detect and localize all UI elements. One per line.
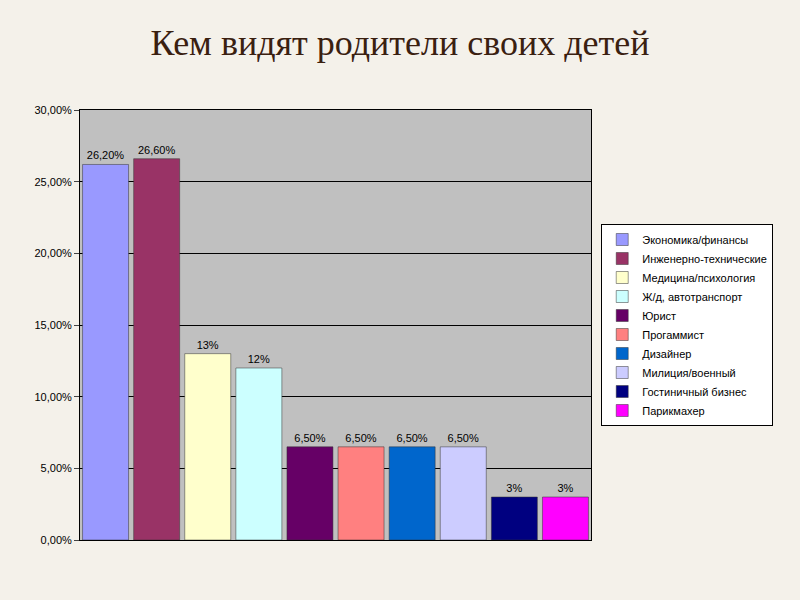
svg-text:5,00%: 5,00% xyxy=(41,462,72,474)
svg-text:Медицина/психология: Медицина/психология xyxy=(642,272,755,284)
svg-text:13%: 13% xyxy=(197,339,219,351)
svg-text:30,00%: 30,00% xyxy=(34,104,72,116)
svg-text:Парикмахер: Парикмахер xyxy=(642,405,704,417)
svg-text:25,00%: 25,00% xyxy=(34,176,72,188)
svg-text:Юрист: Юрист xyxy=(642,310,676,322)
svg-text:Дизайнер: Дизайнер xyxy=(642,348,691,360)
svg-text:6,50%: 6,50% xyxy=(345,432,376,444)
svg-text:20,00%: 20,00% xyxy=(34,247,72,259)
svg-text:10,00%: 10,00% xyxy=(34,391,72,403)
svg-text:3%: 3% xyxy=(557,482,573,494)
svg-text:Инженерно-технические: Инженерно-технические xyxy=(642,253,767,265)
svg-text:0,00%: 0,00% xyxy=(41,534,72,546)
svg-text:Экономика/финансы: Экономика/финансы xyxy=(642,234,748,246)
svg-text:3%: 3% xyxy=(506,482,522,494)
svg-text:12%: 12% xyxy=(248,353,270,365)
svg-text:6,50%: 6,50% xyxy=(294,432,325,444)
svg-text:26,20%: 26,20% xyxy=(87,149,125,161)
svg-text:6,50%: 6,50% xyxy=(448,432,479,444)
svg-text:Кем видят родители своих детей: Кем видят родители своих детей xyxy=(150,23,649,63)
svg-text:Милиция/военный: Милиция/военный xyxy=(642,367,735,379)
svg-text:Ж/д, автотранспорт: Ж/д, автотранспорт xyxy=(642,291,742,303)
svg-text:15,00%: 15,00% xyxy=(34,319,72,331)
svg-text:6,50%: 6,50% xyxy=(396,432,427,444)
svg-text:26,60%: 26,60% xyxy=(138,144,176,156)
svg-text:Прогаммист: Прогаммист xyxy=(642,329,704,341)
svg-text:Гостиничный бизнес: Гостиничный бизнес xyxy=(642,386,747,398)
